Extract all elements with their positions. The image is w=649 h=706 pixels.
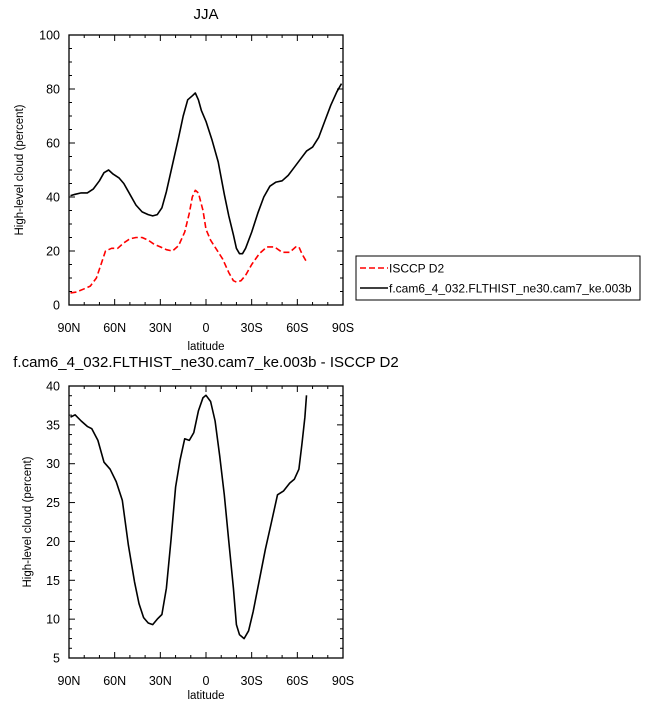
x-tick-label: 60S bbox=[286, 674, 308, 688]
chart-title: JJA bbox=[193, 6, 218, 23]
x-tick-label: 90N bbox=[58, 674, 81, 688]
series-line-0 bbox=[70, 189, 308, 294]
x-tick-label: 30N bbox=[149, 674, 172, 688]
series-line-1 bbox=[70, 83, 343, 255]
y-tick-label: 20 bbox=[46, 245, 60, 259]
y-tick-label: 0 bbox=[53, 299, 60, 313]
chart-title: f.cam6_4_032.FLTHIST_ne30.cam7_ke.003b -… bbox=[13, 354, 398, 371]
y-tick-label: 30 bbox=[46, 457, 60, 471]
y-tick-label: 60 bbox=[46, 137, 60, 151]
legend-box bbox=[355, 255, 641, 301]
y-tick-label: 25 bbox=[46, 496, 60, 510]
x-tick-label: 60N bbox=[103, 321, 126, 335]
y-axis-label: High-level cloud (percent) bbox=[22, 456, 34, 587]
x-tick-label: 0 bbox=[203, 674, 210, 688]
x-tick-label: 90N bbox=[58, 321, 81, 335]
x-axis-label: latitude bbox=[187, 341, 224, 353]
legend-label: ISCCP D2 bbox=[389, 262, 444, 276]
x-tick-label: 0 bbox=[203, 321, 210, 335]
y-tick-label: 40 bbox=[46, 191, 60, 205]
y-tick-label: 10 bbox=[46, 613, 60, 627]
y-tick-label: 80 bbox=[46, 83, 60, 97]
y-tick-label: 35 bbox=[46, 418, 60, 432]
x-tick-label: 90S bbox=[332, 674, 354, 688]
x-tick-label: 30S bbox=[241, 674, 263, 688]
plot-frame bbox=[68, 385, 344, 659]
x-tick-label: 90S bbox=[332, 321, 354, 335]
x-axis-label: latitude bbox=[187, 690, 224, 702]
y-tick-label: 20 bbox=[46, 535, 60, 549]
y-axis-label: High-level cloud (percent) bbox=[14, 104, 26, 235]
y-tick-label: 15 bbox=[46, 574, 60, 588]
legend-label: f.cam6_4_032.FLTHIST_ne30.cam7_ke.003b bbox=[389, 282, 632, 296]
x-tick-label: 60N bbox=[103, 674, 126, 688]
y-tick-label: 100 bbox=[39, 29, 60, 43]
y-tick-label: 5 bbox=[53, 652, 60, 666]
y-tick-label: 40 bbox=[46, 380, 60, 394]
x-tick-label: 30S bbox=[241, 321, 263, 335]
plot-frame bbox=[68, 34, 344, 306]
series-line-0 bbox=[70, 394, 308, 640]
x-tick-label: 60S bbox=[286, 321, 308, 335]
x-tick-label: 30N bbox=[149, 321, 172, 335]
